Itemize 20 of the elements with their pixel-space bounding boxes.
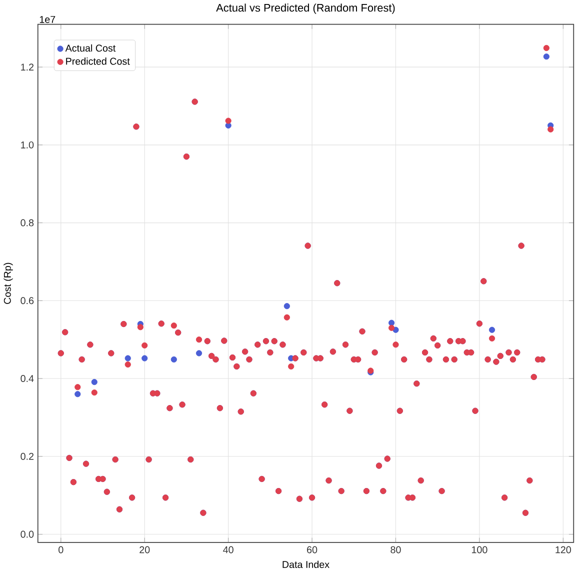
y-tick-label: 1.0 (21, 142, 34, 149)
y-tick-label: 0.4 (20, 375, 34, 382)
y-tick-label: 0.6 (20, 297, 34, 304)
chart-title: Actual vs Predicted (Random Forest) (216, 4, 395, 14)
x-axis-title: Data Index (282, 560, 330, 568)
x-tick-label: 80 (390, 546, 401, 554)
x-tick-label: 60 (307, 546, 318, 554)
legend-label: Actual Cost (65, 44, 116, 52)
x-tick-label: 20 (140, 546, 150, 554)
x-tick-label: 120 (556, 546, 571, 554)
y-tick-label: 0.8 (20, 219, 34, 226)
x-tick-label: 40 (223, 546, 234, 554)
y-axis-title: Cost (Rp) (4, 263, 13, 304)
text: 1e7 (40, 16, 56, 24)
x-tick-label: 0 (58, 546, 64, 554)
y-tick-label: 0.0 (20, 530, 34, 538)
y-tick-label: 1.2 (21, 64, 34, 71)
y-tick-label: 0.2 (20, 453, 34, 460)
legend-label: Predicted Cost (66, 58, 130, 65)
x-tick-label: 100 (472, 546, 488, 554)
